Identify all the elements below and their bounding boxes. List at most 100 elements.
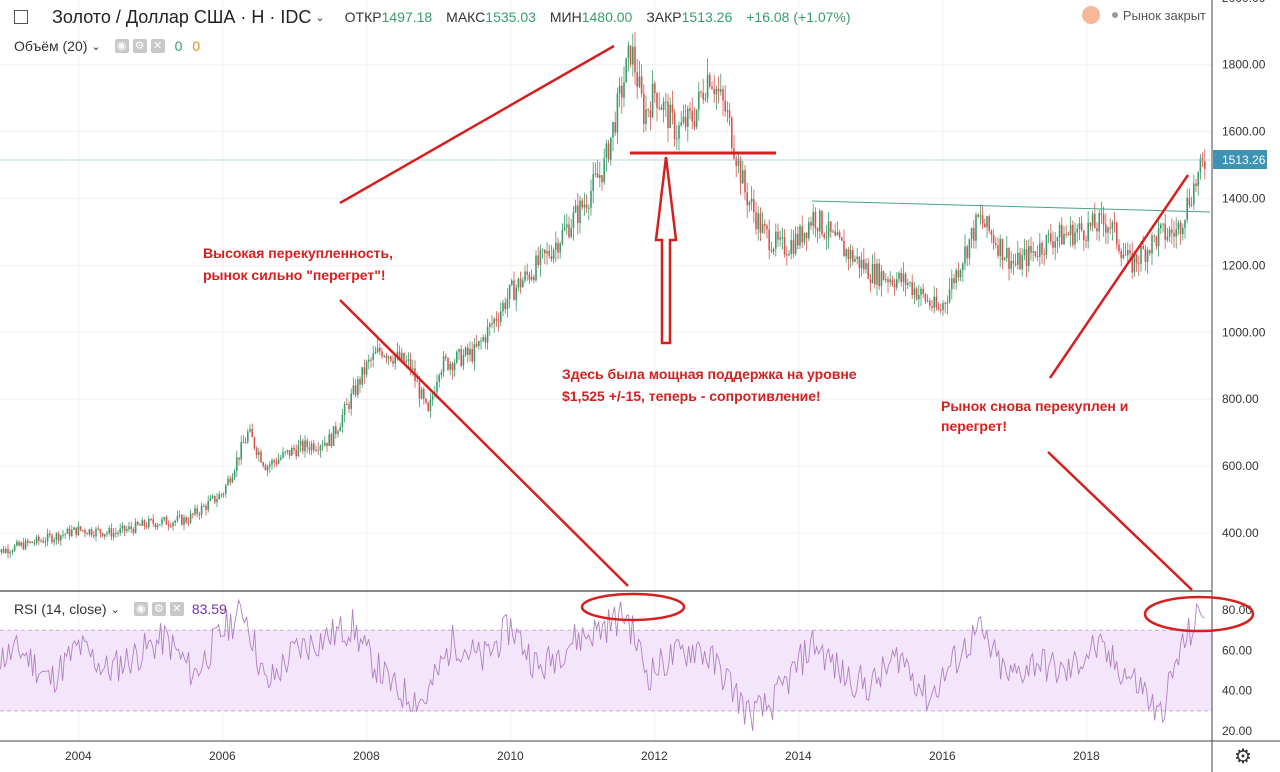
candle-body [372,353,374,360]
candle-body [781,237,784,239]
candle-body [1001,238,1004,260]
market-status-icon [1081,6,1100,24]
eye-icon[interactable]: ◉ [133,602,148,616]
candle-body [931,306,933,308]
candle-body [497,321,500,323]
candle-body [922,288,924,294]
chevron-down-icon[interactable]: ⌄ [91,40,101,53]
candle-body [561,229,564,244]
candle-body [1052,241,1054,248]
close-icon[interactable]: ✕ [150,39,165,53]
candle-body [1124,254,1127,256]
volume-label[interactable]: Объём (20) [14,38,88,54]
candle-body [962,263,964,271]
candle-body [860,259,863,269]
candle-body [979,215,982,217]
candle-body [557,242,559,253]
candle-body [233,470,236,478]
candle-body [108,528,110,533]
rsi-overbought-oversold-band [0,630,1212,711]
candle-body [277,459,280,464]
candle-body [42,540,44,543]
candle-body [638,76,641,87]
candle-body [1179,222,1182,235]
trend-arrow-line-1 [339,44,615,205]
candle-body [387,356,390,359]
candle-body [911,282,913,295]
candle-body [271,460,273,465]
candle-body [852,249,854,262]
candle-body [984,223,986,228]
eye-icon[interactable]: ◉ [114,39,129,53]
candle-body [845,249,847,257]
candle-body [251,429,253,438]
status-dot-icon [1111,12,1118,18]
candle-body [794,233,797,254]
symbol-title[interactable]: Золото / Доллар США · H · IDC [52,6,312,27]
candle-body [902,273,905,282]
gear-icon[interactable]: ⚙ [132,39,147,53]
candle-body [431,395,434,400]
rsi-highlight-ellipse-1 [580,592,686,622]
candle-body [559,243,561,253]
candle-body [35,536,38,543]
candle-body [95,528,97,537]
close-icon[interactable]: ✕ [169,602,184,616]
price-tick-label: 400.00 [1222,526,1259,540]
candle-body [616,93,619,133]
candle-body [7,548,9,554]
candle-body [889,279,891,283]
close-label: ЗАКР [646,9,682,25]
candle-body [552,249,555,260]
candle-body [449,363,451,370]
collapse-icon[interactable] [14,10,28,24]
candle-body [1190,204,1193,206]
candle-body [827,221,830,238]
chevron-down-icon[interactable]: ⌄ [110,603,120,616]
candle-body [262,462,264,466]
candle-body [684,116,687,127]
candle-body [1160,224,1162,229]
volume-value-2: 0 [192,38,201,54]
candle-body [152,519,154,524]
candle-body [214,495,216,503]
candle-body [1036,255,1039,257]
candle-body [398,351,401,360]
candle-body [990,230,993,235]
chevron-down-icon[interactable]: ⌄ [315,11,325,24]
candle-body [1116,222,1118,245]
candle-body [416,381,418,383]
gear-icon[interactable]: ⚙ [151,602,166,616]
candle-body [570,227,572,238]
candle-body [209,497,212,501]
candle-body [445,356,447,359]
candle-body [1111,222,1114,229]
candle-body [1032,251,1034,253]
candle-body [159,524,161,526]
candle-body [1204,161,1206,170]
candle-body [216,499,218,503]
chart-settings-gear-icon[interactable]: ⚙ [1234,746,1252,768]
candle-body [506,298,509,310]
candle-body [5,548,7,553]
candle-body [964,246,966,264]
candle-body [1129,250,1131,254]
candle-body [33,542,36,544]
candle-body [841,237,843,241]
candle-body [539,250,542,265]
candle-body [632,46,634,65]
change-value: +16.08 (+1.07%) [746,9,851,25]
candle-body [1102,214,1105,225]
rsi-legend: RSI (14, close) ⌄ ◉ ⚙ ✕ 83.59 [14,601,227,617]
grid [0,0,1212,741]
rsi-label[interactable]: RSI (14, close) [14,601,107,617]
candle-body [321,445,324,447]
candle-body [528,274,531,280]
candle-body [187,522,190,524]
candle-body [163,517,165,520]
candle-body [546,250,548,254]
candle-body [957,270,960,278]
candle-body [519,278,522,288]
candle-body [18,541,20,546]
